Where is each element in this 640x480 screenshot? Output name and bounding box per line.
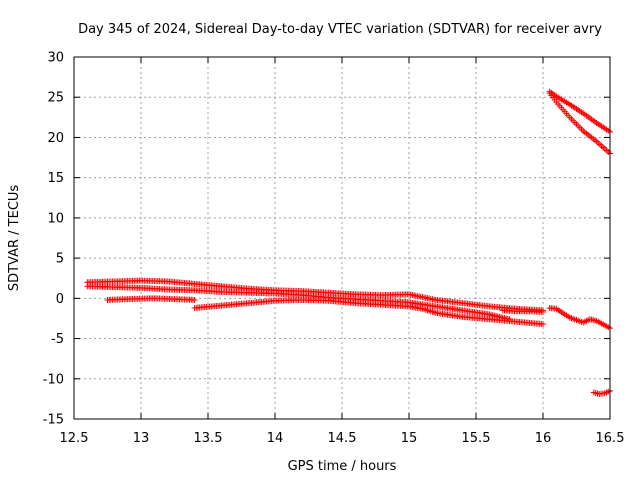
y-tick-labels: -15 -10 -5 0 5 10 15 20 25 30 — [43, 51, 64, 428]
x-tick-label: 16 — [535, 431, 552, 446]
x-tick-labels: 12.5 13 13.5 14 14.5 15 15.5 16 16.5 — [60, 431, 625, 446]
series-track-d — [191, 296, 546, 328]
data-point — [540, 309, 546, 316]
series-track-e — [499, 307, 546, 316]
data-point — [540, 321, 546, 328]
y-tick-label: 20 — [47, 131, 64, 146]
x-tick-label: 13 — [133, 431, 150, 446]
y-axis-label: SDTVAR / TECUs — [7, 185, 22, 292]
y-tick-label: 25 — [47, 91, 64, 106]
x-tick-label: 14 — [267, 431, 284, 446]
x-tick-label: 14.5 — [328, 431, 357, 446]
series-track-h — [546, 90, 613, 157]
data-points — [84, 88, 613, 398]
y-tick-label: -15 — [43, 413, 64, 428]
x-tick-label: 13.5 — [194, 431, 223, 446]
grid — [74, 57, 610, 419]
x-tick-label: 15.5 — [462, 431, 491, 446]
series-track-a — [84, 277, 546, 314]
series-track-i — [590, 387, 613, 398]
y-tick-label: -5 — [51, 332, 64, 347]
x-tick-label: 15 — [401, 431, 418, 446]
x-tick-label: 16.5 — [596, 431, 625, 446]
data-point — [191, 296, 198, 303]
series-track-b — [84, 283, 513, 323]
axis-ticks — [73, 56, 611, 420]
series-track-c — [104, 295, 198, 303]
series-track-f — [546, 304, 613, 332]
y-tick-label: 30 — [47, 51, 64, 66]
y-tick-label: 5 — [56, 252, 64, 267]
x-tick-label: 12.5 — [60, 431, 89, 446]
x-axis-label: GPS time / hours — [288, 459, 397, 474]
y-tick-label: 0 — [56, 292, 64, 307]
chart-title: Day 345 of 2024, Sidereal Day-to-day VTE… — [78, 22, 602, 37]
y-tick-label: 10 — [47, 211, 64, 226]
y-tick-label: 15 — [47, 171, 64, 186]
y-tick-label: -10 — [43, 372, 64, 387]
